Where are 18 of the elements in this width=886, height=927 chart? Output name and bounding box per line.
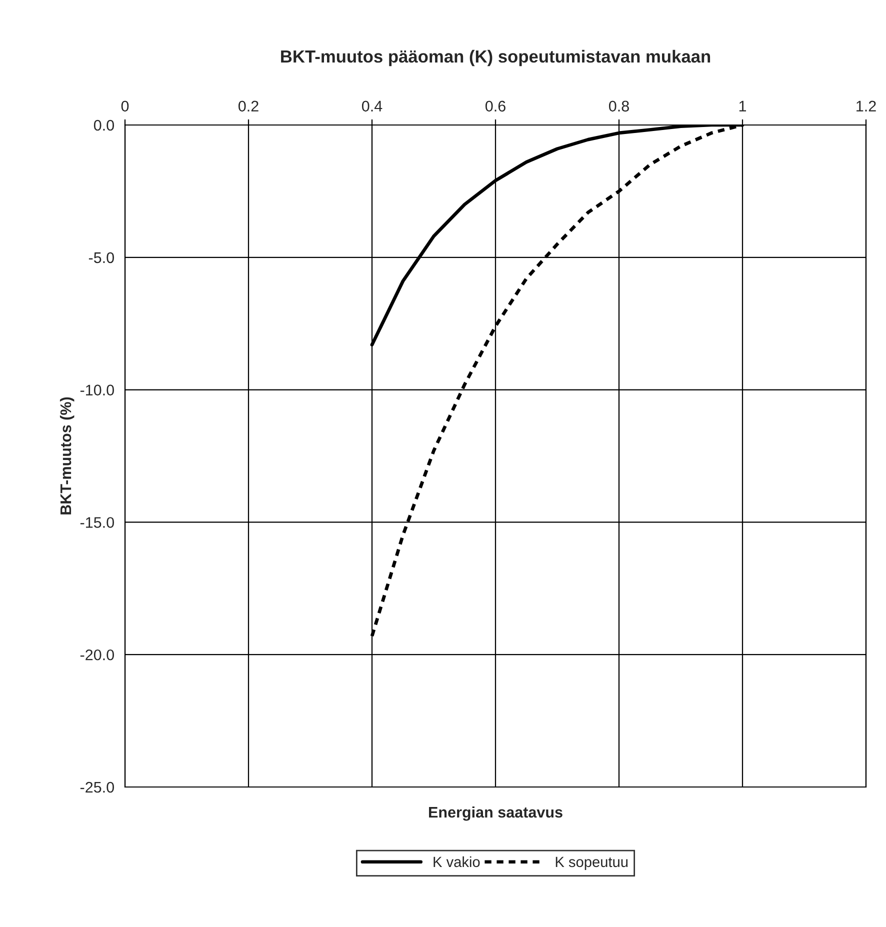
x-tick-label: 0.2 <box>238 100 258 112</box>
y-tick-label: -15.0 <box>80 517 114 528</box>
y-tick-label: -25.0 <box>80 782 114 793</box>
y-tick-label: 0.0 <box>94 120 114 131</box>
y-tick-label: -5.0 <box>88 252 114 264</box>
x-tick-label: 0.4 <box>362 100 382 112</box>
y-tick-label: -20.0 <box>80 649 114 660</box>
x-axis-title: Energian saatavus <box>429 806 562 821</box>
y-axis-title: BKT-muutos (%) <box>60 397 74 514</box>
x-tick-label: 0.6 <box>485 100 506 112</box>
legend-label: K vakio <box>434 856 480 868</box>
x-tick-label: 0.8 <box>608 100 629 112</box>
x-tick-label: 0 <box>121 100 129 112</box>
x-tick-label: 1 <box>739 100 746 112</box>
chart-title: BKT-muutos pääoman (K) sopeutumistavan mukaan <box>281 50 710 66</box>
legend-label: K sopeutuu <box>556 856 628 870</box>
y-tick-label: -10.0 <box>80 384 114 396</box>
x-tick-label: 1.2 <box>856 100 876 112</box>
